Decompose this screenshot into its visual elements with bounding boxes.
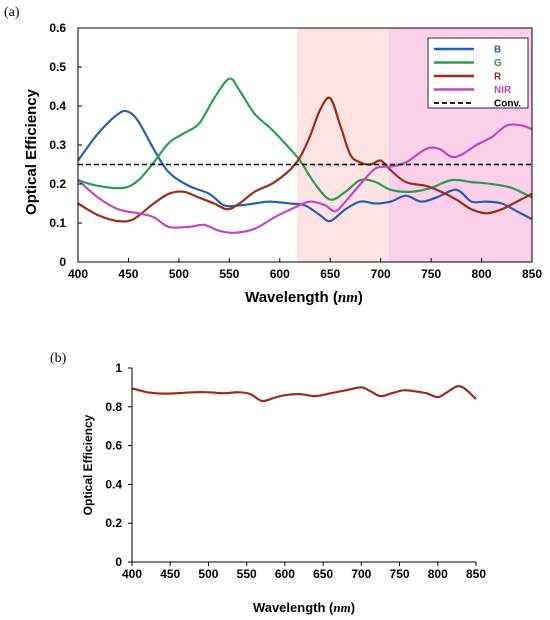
y-tick-label: 0.5 bbox=[49, 60, 66, 74]
series-line-g bbox=[77, 77, 533, 201]
x-tick-label: 600 bbox=[270, 267, 290, 281]
x-tick-label: 700 bbox=[351, 567, 371, 581]
x-tick-label: 800 bbox=[472, 267, 492, 281]
y-tick-label: 0.8 bbox=[105, 400, 122, 414]
x-tick-label: 800 bbox=[428, 567, 448, 581]
x-tick-label: 700 bbox=[371, 267, 391, 281]
panel-a-label: (a) bbox=[4, 5, 20, 20]
series-line-0 bbox=[131, 385, 477, 403]
series-lines bbox=[77, 77, 533, 234]
x-tick-label: 850 bbox=[466, 567, 486, 581]
legend-entries: BGR NIR Conv. bbox=[434, 45, 521, 110]
x-tick-labels: 400 450 500 550 600 650 700 750 800 850 bbox=[122, 562, 486, 581]
x-tick-label: 550 bbox=[237, 567, 257, 581]
series-line-r bbox=[77, 96, 533, 223]
y-tick-label: 0 bbox=[59, 255, 66, 269]
axes bbox=[131, 368, 476, 563]
y-tick-label: 0.4 bbox=[49, 99, 66, 113]
x-tick-label: 500 bbox=[169, 267, 189, 281]
x-tick-labels: 400 450 500 550 600 650 700 750 800 850 bbox=[68, 258, 542, 281]
x-tick-label: 650 bbox=[320, 267, 340, 281]
y-tick-label: 1 bbox=[115, 361, 122, 375]
y-tick-label: 0.1 bbox=[49, 216, 66, 230]
x-axis-title: Wavelength (nm) bbox=[245, 289, 363, 306]
y-tick-label: 0.3 bbox=[49, 138, 66, 152]
x-axis-unit: nm bbox=[333, 600, 350, 615]
panel-b: (b) 400 450 500 550 600 650 700 750 800 850 00.20… bbox=[50, 351, 486, 615]
x-tick-label: 400 bbox=[122, 567, 142, 581]
y-tick-label: 0 bbox=[115, 555, 122, 569]
x-tick-label: 650 bbox=[313, 567, 333, 581]
x-tick-label: 550 bbox=[219, 267, 239, 281]
series-line-b bbox=[77, 109, 533, 223]
y-tick-label: 0.6 bbox=[49, 21, 66, 35]
y-tick-label: 0.2 bbox=[49, 177, 66, 191]
x-axis-title: Wavelength (nm) bbox=[253, 600, 355, 615]
y-axis-title: Optical Efficiency bbox=[23, 88, 40, 215]
x-tick-label: 600 bbox=[275, 567, 295, 581]
legend: BGR NIR Conv. bbox=[427, 37, 529, 110]
series-line-nir bbox=[77, 123, 533, 234]
x-tick-label: 450 bbox=[160, 567, 180, 581]
x-axis-unit: nm bbox=[338, 290, 358, 306]
x-tick-label: 500 bbox=[198, 567, 218, 581]
y-tick-label: 0.2 bbox=[105, 516, 122, 530]
y-axis-title: Optical Efficiency bbox=[81, 414, 95, 515]
y-tick-labels: 0 0.2 0.4 0.6 0.8 1 bbox=[105, 361, 132, 569]
legend-label: Conv. bbox=[494, 99, 521, 110]
x-tick-label: 400 bbox=[68, 267, 88, 281]
panel-a: (a) 400 450 500 550 600 650 700 750 800 850 00.10… bbox=[4, 5, 542, 306]
series-lines bbox=[131, 385, 477, 403]
y-tick-label: 0.6 bbox=[105, 439, 122, 453]
y-tick-label: 0.4 bbox=[105, 477, 122, 491]
legend-label: G bbox=[494, 58, 502, 69]
shaded-region-0 bbox=[296, 28, 389, 262]
x-tick-label: 750 bbox=[390, 567, 410, 581]
panel-b-label: (b) bbox=[50, 351, 67, 366]
x-tick-label: 850 bbox=[522, 267, 542, 281]
x-axis-title-text: Wavelength bbox=[245, 289, 333, 306]
x-axis-title-text: Wavelength bbox=[253, 600, 329, 615]
x-tick-label: 750 bbox=[421, 267, 441, 281]
legend-label: R bbox=[494, 72, 502, 83]
x-tick-label: 450 bbox=[118, 267, 138, 281]
legend-label: B bbox=[494, 45, 501, 56]
y-tick-labels: 0 0.1 0.2 0.3 0.4 0.5 0.6 bbox=[49, 21, 82, 269]
legend-label: NIR bbox=[494, 85, 512, 96]
